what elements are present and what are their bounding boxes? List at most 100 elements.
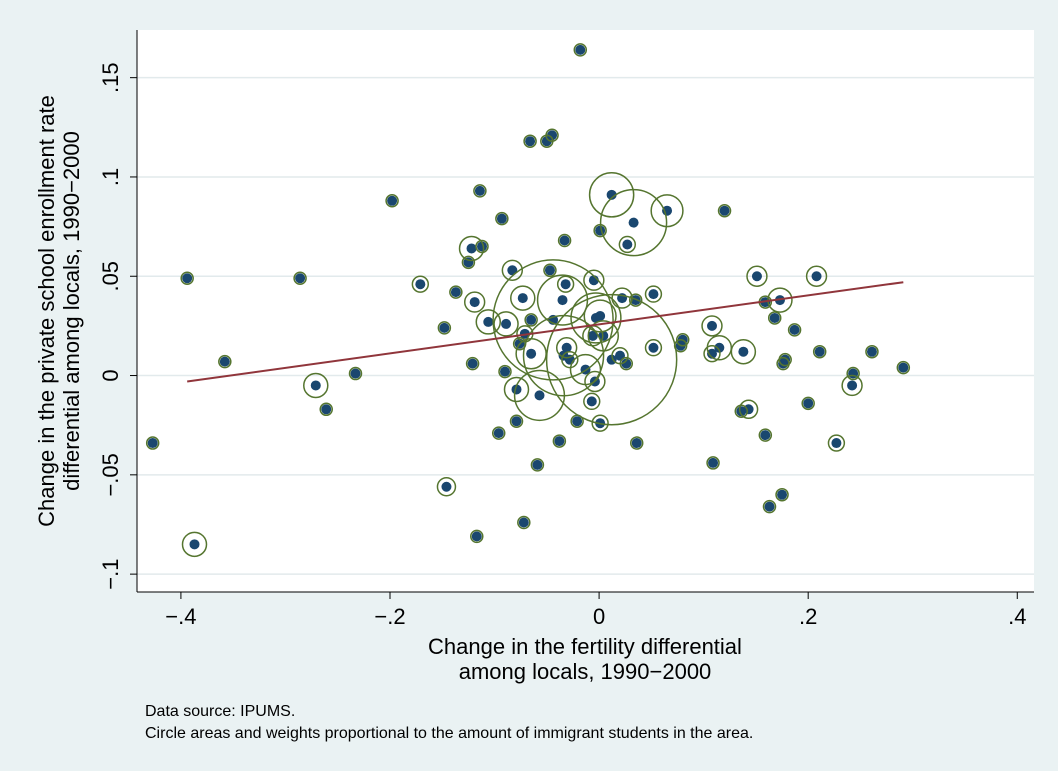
weight-circle bbox=[628, 293, 643, 307]
point bbox=[450, 287, 461, 298]
point bbox=[586, 396, 597, 407]
weight-circle bbox=[896, 360, 911, 375]
weight-circle bbox=[812, 344, 827, 359]
point bbox=[500, 366, 510, 377]
y-tick-label: .1 bbox=[98, 168, 123, 186]
x-tick-label: 0 bbox=[593, 604, 605, 629]
weight-circle bbox=[524, 313, 538, 327]
point bbox=[525, 136, 536, 147]
point bbox=[628, 217, 639, 228]
point bbox=[606, 189, 617, 200]
weight-circle bbox=[498, 364, 512, 379]
weight-circle bbox=[588, 172, 635, 218]
weight-circle bbox=[787, 323, 802, 337]
weight-circle bbox=[536, 274, 589, 326]
point bbox=[350, 368, 361, 379]
weight-circle bbox=[503, 376, 530, 403]
weight-circle bbox=[801, 396, 815, 411]
weight-circle bbox=[552, 434, 567, 448]
point bbox=[387, 195, 398, 206]
weight-circle bbox=[706, 456, 720, 470]
weight-circle bbox=[465, 356, 480, 371]
point bbox=[547, 130, 558, 141]
point bbox=[467, 358, 478, 369]
weight-circle bbox=[348, 366, 363, 381]
weight-circle bbox=[491, 426, 506, 440]
point bbox=[511, 384, 522, 395]
x-axis-title: among locals, 1990−2000 bbox=[459, 659, 712, 684]
weight-circle bbox=[738, 399, 759, 420]
point bbox=[621, 358, 632, 369]
weight-circle bbox=[523, 134, 537, 148]
weight-circle bbox=[583, 269, 605, 291]
x-tick-label: .2 bbox=[799, 604, 817, 629]
y-axis-title: differential among locals, 1990−2000 bbox=[59, 131, 84, 491]
weight-circle bbox=[449, 285, 463, 299]
weight-circle bbox=[545, 293, 678, 426]
point bbox=[532, 459, 543, 470]
point bbox=[511, 416, 522, 427]
point bbox=[622, 239, 633, 250]
point bbox=[441, 481, 452, 492]
point bbox=[182, 273, 193, 284]
y-tick-label: −.1 bbox=[98, 559, 123, 590]
weight-circle bbox=[470, 529, 484, 544]
weight-circle bbox=[509, 414, 524, 428]
weight-circle bbox=[218, 354, 232, 369]
weight-circle bbox=[805, 265, 828, 287]
weight-circle bbox=[846, 366, 860, 381]
point bbox=[831, 438, 842, 449]
weight-circle bbox=[303, 372, 329, 399]
marks bbox=[145, 43, 911, 558]
weight-circle bbox=[475, 239, 489, 254]
weight-circle bbox=[555, 337, 578, 359]
point bbox=[501, 318, 512, 329]
point bbox=[560, 279, 571, 290]
weight-circle bbox=[473, 184, 487, 198]
weight-circle bbox=[767, 311, 782, 325]
point bbox=[615, 350, 625, 361]
note: Circle areas and weights proportional to… bbox=[145, 725, 753, 742]
point bbox=[474, 185, 485, 196]
point bbox=[707, 320, 717, 331]
weight-circle bbox=[746, 265, 768, 287]
point bbox=[469, 297, 480, 308]
point bbox=[789, 324, 800, 335]
point bbox=[572, 416, 583, 427]
weight-circle bbox=[599, 188, 668, 257]
point bbox=[295, 273, 306, 284]
weight-circle bbox=[701, 315, 723, 337]
point bbox=[557, 295, 568, 306]
weight-circle bbox=[545, 128, 559, 143]
y-axis-title: Change in the private school enrollment … bbox=[34, 95, 59, 527]
point bbox=[310, 380, 321, 391]
weight-circle bbox=[543, 263, 557, 278]
point bbox=[803, 398, 814, 409]
point bbox=[518, 517, 529, 528]
point bbox=[764, 501, 775, 512]
weight-circle bbox=[180, 271, 194, 285]
y-tick-label: .15 bbox=[98, 62, 123, 93]
weight-circle bbox=[619, 356, 634, 371]
weight-circle bbox=[557, 233, 572, 248]
weight-circle bbox=[778, 352, 792, 367]
point bbox=[714, 342, 725, 353]
weight-circle bbox=[611, 287, 633, 309]
grid bbox=[137, 76, 1034, 575]
point bbox=[811, 271, 822, 282]
point bbox=[707, 348, 717, 359]
x-tick-label: .4 bbox=[1008, 604, 1026, 629]
point bbox=[321, 404, 332, 415]
weight-circle bbox=[644, 285, 663, 303]
point bbox=[631, 438, 642, 449]
point bbox=[471, 531, 482, 542]
weight-circle bbox=[145, 436, 160, 450]
weight-circle bbox=[841, 374, 863, 397]
point bbox=[575, 44, 586, 55]
point bbox=[648, 342, 659, 353]
weight-circle bbox=[587, 320, 620, 352]
weight-circle bbox=[385, 194, 399, 208]
point bbox=[189, 539, 200, 550]
